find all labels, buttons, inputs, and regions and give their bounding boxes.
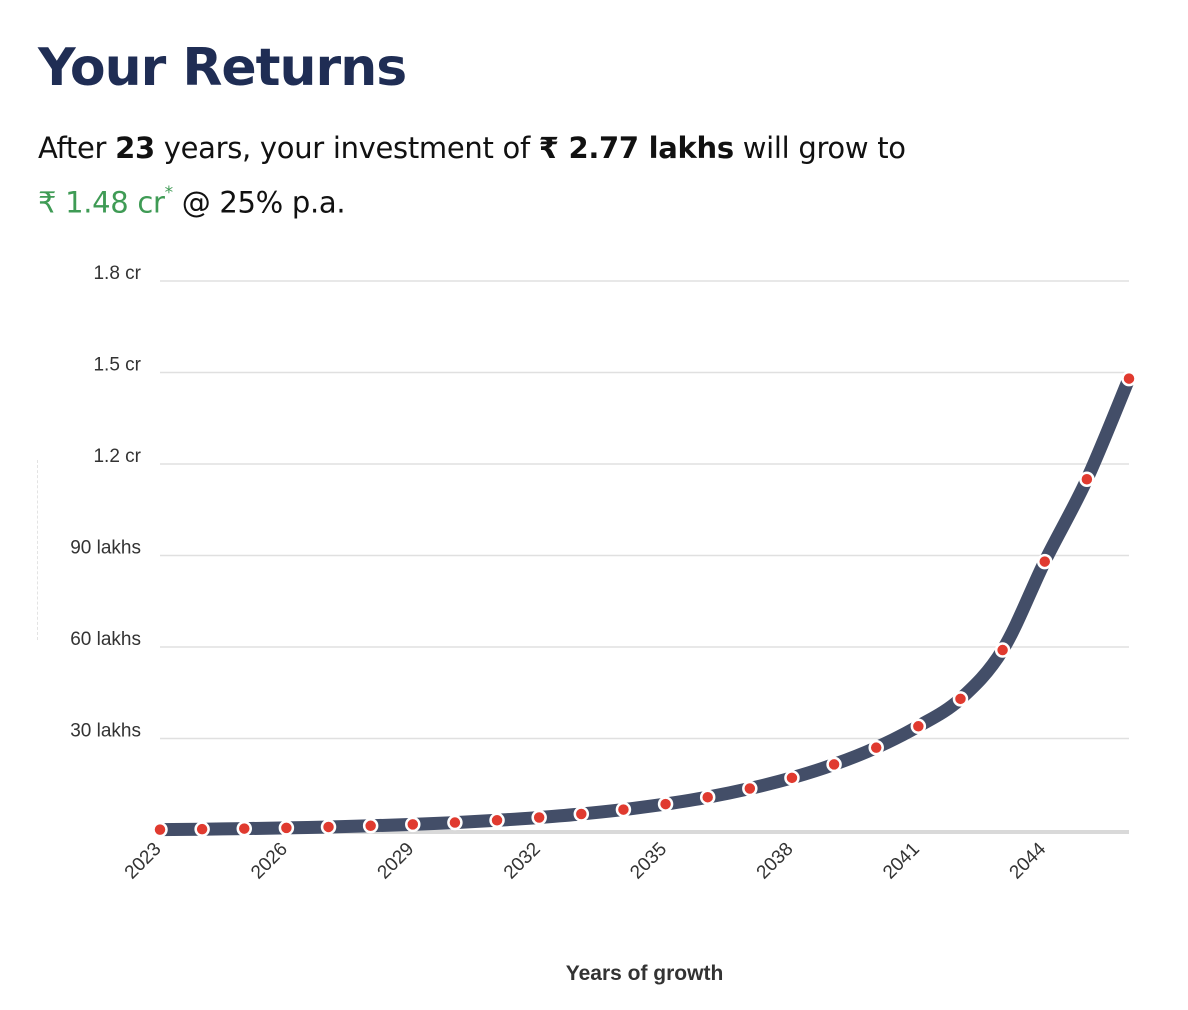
data-point — [994, 642, 1011, 658]
data-point — [826, 756, 842, 773]
data-point — [447, 814, 463, 831]
summary-rate: @ 25% p.a. — [172, 185, 346, 220]
y-tick-label: 90 lakhs — [70, 538, 141, 559]
returns-summary: After 23 years, your investment of ₹ 2.7… — [38, 124, 1138, 228]
data-point — [1036, 553, 1053, 570]
y-tick-label: 1.5 cr — [93, 355, 141, 376]
data-point — [573, 806, 590, 822]
x-axis-ticks: 2023 2026 2029 2032 2035 2038 2041 2044 — [121, 838, 1051, 883]
data-point — [531, 809, 547, 826]
summary-prefix: After — [38, 131, 107, 165]
data-point — [952, 691, 969, 707]
summary-years: 23 — [115, 131, 155, 165]
data-point — [194, 821, 210, 837]
grid-lines — [160, 280, 1129, 740]
summary-years-suffix: years, your investment of — [154, 131, 530, 165]
x-tick-label: 2023 — [121, 839, 166, 884]
data-point — [615, 801, 632, 818]
data-point — [362, 818, 379, 834]
y-tick-label: 60 lakhs — [70, 629, 141, 650]
data-point — [657, 796, 674, 812]
data-point — [405, 816, 421, 833]
summary-asterisk: * — [164, 183, 174, 203]
data-point — [784, 770, 800, 786]
x-tick-label: 2032 — [500, 839, 545, 884]
x-tick-label: 2029 — [374, 839, 419, 884]
x-tick-label: 2038 — [753, 839, 798, 884]
data-point — [742, 780, 758, 797]
summary-grow-text: will grow to — [733, 131, 906, 165]
data-point — [868, 739, 884, 756]
x-tick-label: 2026 — [247, 839, 292, 884]
data-point — [152, 821, 168, 838]
series-line — [153, 372, 1136, 837]
data-point — [489, 812, 505, 829]
data-point — [320, 819, 337, 835]
page-title: Your Returns — [38, 38, 407, 98]
data-point — [1121, 370, 1137, 387]
data-point — [910, 718, 927, 735]
summary-invested-amount: ₹ 2.77 lakhs — [538, 131, 734, 165]
data-point — [1079, 471, 1095, 487]
y-tick-label: 1.8 cr — [93, 263, 141, 284]
data-point — [236, 820, 253, 837]
x-tick-label: 2041 — [879, 839, 924, 884]
y-tick-label: 30 lakhs — [70, 721, 141, 742]
summary-final-amount: ₹ 1.48 cr — [38, 185, 165, 220]
y-axis-ticks: 30 lakhs 60 lakhs 90 lakhs 1.2 cr 1.5 cr 1.8 … — [70, 263, 141, 742]
x-tick-label: 2044 — [1006, 838, 1051, 883]
x-tick-label: 2035 — [626, 839, 671, 884]
x-axis-title: Years of growth — [566, 962, 724, 985]
y-tick-label: 1.2 cr — [93, 446, 141, 467]
faint-divider — [37, 460, 38, 640]
data-point — [699, 789, 716, 805]
data-points — [152, 370, 1137, 838]
data-point — [278, 820, 295, 836]
